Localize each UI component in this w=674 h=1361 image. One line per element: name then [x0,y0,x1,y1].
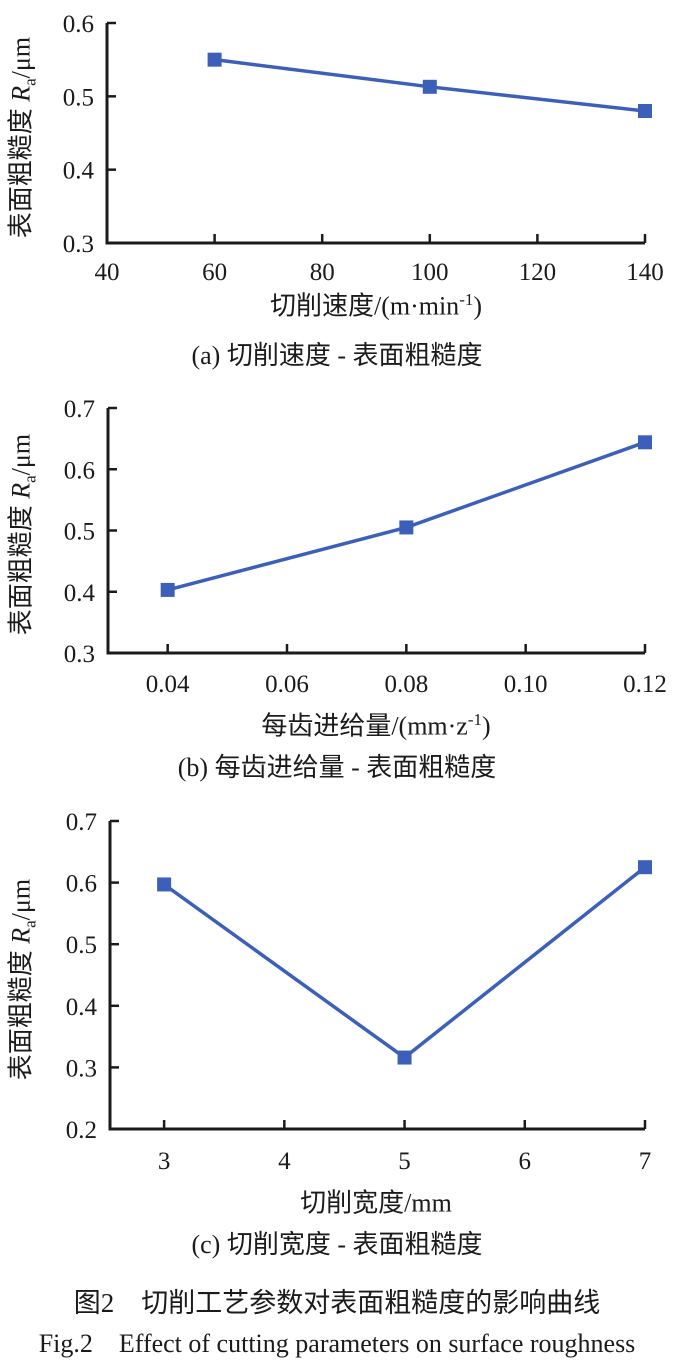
x-title-suffix: ) [482,711,491,741]
x-tick-label: 3 [158,1148,171,1175]
y-tick-label: 0.5 [64,519,95,546]
x-title-text: 每齿进给量/(mm·z [261,711,468,741]
x-title-text: 切削宽度/mm [300,1188,452,1218]
y-tick-label: 0.7 [66,809,97,836]
chart-a-y-axis-title: 表面粗糙度 Ra/μm [4,0,47,308]
y-tick-label: 0.4 [64,580,96,607]
data-point [638,104,652,118]
y-tick-label: 0.3 [63,231,94,258]
y-title-text: 表面粗糙度 [6,943,36,1081]
x-tick-label: 120 [519,259,557,286]
x-tick-label: 140 [626,259,664,286]
x-tick-label: 0.10 [504,671,548,698]
axis-lines [108,821,645,1131]
chart-b-y-axis-title: 表面粗糙度 Ra/μm [4,365,47,705]
x-tick-label: 80 [310,259,335,286]
y-title-text: 表面粗糙度 [6,498,36,636]
data-point [397,1050,412,1065]
y-title-text: 表面粗糙度 [6,101,36,239]
data-point [207,52,222,67]
x-tick-label: 4 [278,1148,291,1175]
chart-c-x-axis-title: 切削宽度/mm [107,1180,645,1221]
y-title-variable: R [6,482,36,499]
y-tick-label: 0.5 [63,84,94,111]
chart-c: 3 4 5 6 7 0.2 0.3 0.4 0.5 0.6 0.7 [66,809,652,1175]
chart-b-caption: (b) 每齿进给量 - 表面粗糙度 [177,753,497,782]
y-tick-label: 0.4 [63,158,95,185]
x-tick-label: 6 [519,1148,532,1175]
x-tick-label: 0.06 [265,671,309,698]
x-tick-label: 7 [639,1148,652,1175]
chart-b-x-axis-title: 每齿进给量/(mm·z-1) [107,703,645,744]
figure-title-chinese: 图2 切削工艺参数对表面粗糙度的影响曲线 [73,1288,601,1318]
data-point [638,435,652,450]
data-point [160,582,175,597]
y-tick-label: 0.3 [64,641,95,668]
y-title-subscript: a [20,475,40,483]
y-title-unit: /μm [6,36,36,79]
y-tick-label: 0.4 [66,994,98,1021]
y-title-unit: /μm [6,433,36,476]
axis-lines [106,408,645,655]
x-title-superscript: -1 [467,710,483,729]
y-title-subscript: a [20,920,40,928]
x-tick-label: 0.12 [623,671,667,698]
y-title-subscript: a [20,78,40,86]
chart-a: 40 60 80 100 120 140 0.3 0.4 0.5 0.6 [63,11,664,286]
figure-title-english: Fig.2 Effect of cutting parameters on su… [38,1329,636,1358]
y-title-variable: R [6,85,36,102]
y-tick-label: 0.6 [63,11,94,38]
axis-lines [105,23,645,245]
y-title-unit: /μm [6,878,36,921]
y-title-variable: R [6,927,36,944]
series-line [163,865,647,1060]
x-tick-label: 0.08 [384,671,428,698]
y-tick-label: 0.7 [64,396,95,423]
chart-c-y-axis-title: 表面粗糙度 Ra/μm [4,810,47,1150]
y-tick-label: 0.6 [66,871,97,898]
data-point [422,79,437,94]
x-title-suffix: ) [473,291,483,321]
data-point [638,860,652,875]
y-tick-label: 0.2 [66,1117,97,1144]
x-tick-label: 5 [398,1148,411,1175]
x-tick-label: 100 [411,259,449,286]
x-tick-label: 40 [95,259,120,286]
x-tick-label: 60 [202,259,227,286]
y-tick-label: 0.5 [66,932,97,959]
chart-a-caption: (a) 切削速度 - 表面粗糙度 [191,341,483,370]
data-point [399,520,414,535]
x-title-text: 切削速度/(m·min [269,291,460,321]
chart-c-caption: (c) 切削宽度 - 表面粗糙度 [191,1230,483,1259]
x-tick-label: 0.04 [146,671,190,698]
chart-b: 0.04 0.06 0.08 0.10 0.12 0.3 0.4 0.5 0.6 0.7 [64,396,667,698]
x-title-superscript: -1 [459,290,474,309]
y-tick-label: 0.3 [66,1055,97,1082]
data-point [157,877,172,892]
y-tick-label: 0.6 [64,457,95,484]
series-line [167,440,646,592]
chart-a-x-axis-title: 切削速度/(m·min-1) [107,283,645,324]
